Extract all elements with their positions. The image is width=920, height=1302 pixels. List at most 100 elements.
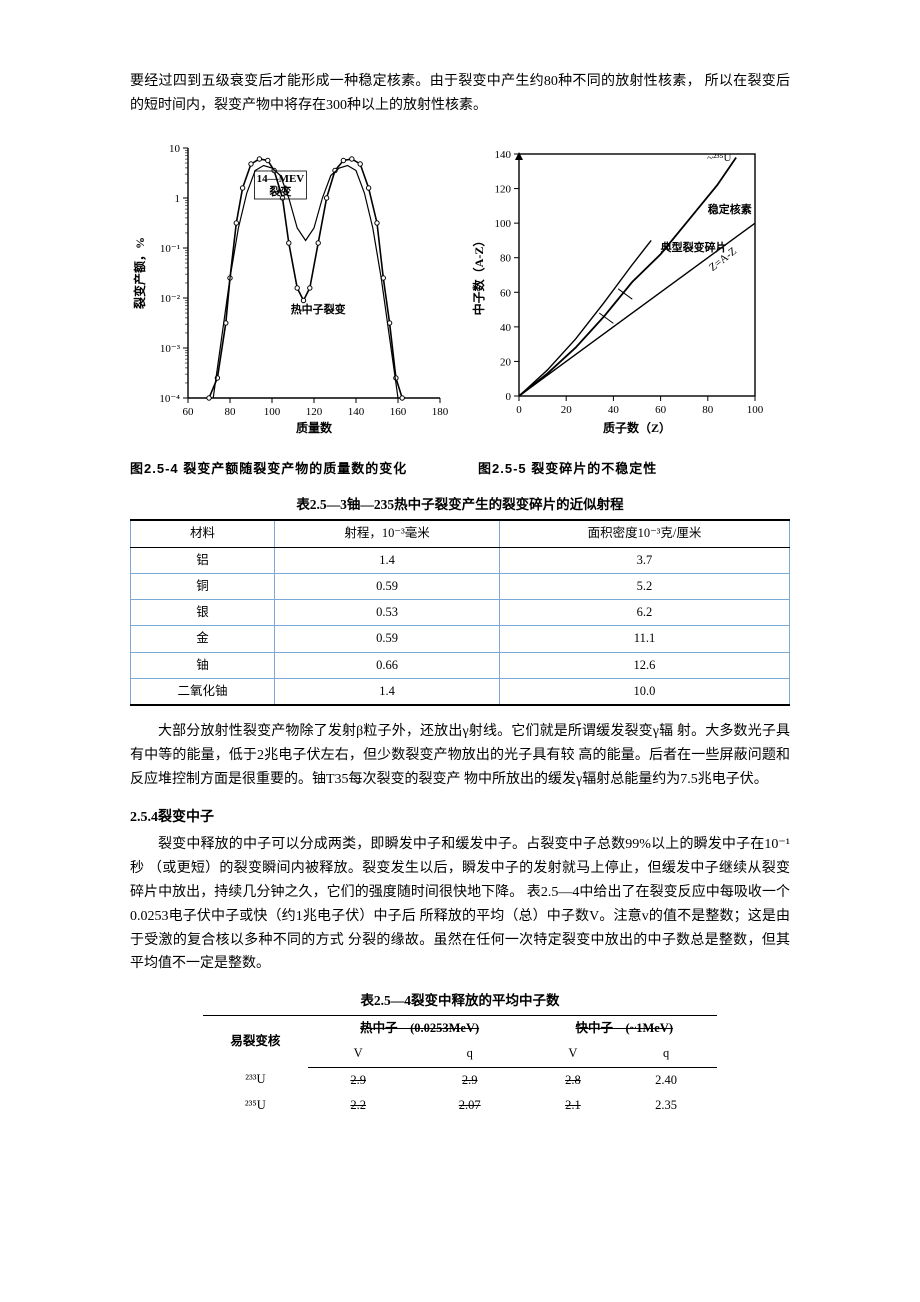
- svg-text:60: 60: [500, 287, 512, 299]
- table1-cell: 0.53: [275, 600, 500, 626]
- table-row: ²³³U2.92.92.82.40: [203, 1067, 718, 1093]
- section-2-5-4-heading: 2.5.4裂变中子: [130, 806, 790, 830]
- svg-text:0: 0: [516, 404, 522, 416]
- svg-text:80: 80: [225, 406, 237, 418]
- t2-cell: 2.2: [308, 1093, 408, 1118]
- table1-header: 材料: [131, 520, 275, 547]
- svg-text:稳定核素: 稳定核素: [708, 201, 752, 215]
- t2-cell: 2.9: [408, 1067, 531, 1093]
- t2-cell: 2.1: [531, 1093, 615, 1118]
- figure-2-5-4: 60 80 100 120 140 160 180 10⁻⁴ 10⁻³ 10⁻² 10⁻¹ 1 10 14…: [130, 138, 451, 447]
- table1-cell: 3.7: [499, 547, 789, 573]
- svg-text:~²³⁵U: ~²³⁵U: [707, 152, 731, 164]
- t2-cell: 2.07: [408, 1093, 531, 1118]
- table-2-5-4-title: 表2.5—4裂变中释放的平均中子数: [130, 990, 790, 1013]
- table-row: 铝1.43.7: [131, 547, 790, 573]
- table-2-5-3-title: 表2.5—3铀—235热中子裂变产生的裂变碎片的近似射程: [130, 494, 790, 517]
- table1-cell: 0.66: [275, 652, 500, 678]
- figure-2-5-4-caption: 图2.5-4 裂变产额随裂变产物的质量数的变化: [130, 458, 442, 480]
- figure-right-cell: 020406080100020406080100120140Z=A-Z~²³⁵U…: [469, 138, 790, 447]
- t2-h2: V: [531, 1041, 615, 1067]
- svg-text:100: 100: [264, 406, 281, 418]
- table1-cell: 1.4: [275, 547, 500, 573]
- svg-text:14—MEV: 14—MEV: [257, 173, 305, 185]
- table1-header: 面积密度10⁻³克/厘米: [499, 520, 789, 547]
- svg-text:80: 80: [702, 404, 714, 416]
- svg-text:裂变产额，%: 裂变产额，%: [132, 237, 147, 310]
- t2-h: 热中子 (0.0253MeV): [308, 1016, 531, 1042]
- t2-h: 快中子 (~1MeV): [531, 1016, 717, 1042]
- table-row: ²³⁵U2.22.072.12.35: [203, 1093, 718, 1118]
- table1-cell: 0.59: [275, 626, 500, 652]
- t2-h2: q: [408, 1041, 531, 1067]
- svg-text:140: 140: [348, 406, 365, 418]
- svg-text:质子数（Z）: 质子数（Z）: [603, 420, 671, 435]
- figure-left-cell: 60 80 100 120 140 160 180 10⁻⁴ 10⁻³ 10⁻² 10⁻¹ 1 10 14…: [130, 138, 451, 447]
- fragment-instability-chart: 020406080100020406080100120140Z=A-Z~²³⁵U…: [469, 138, 769, 438]
- table-2-5-3: 材料射程，10⁻³毫米面积密度10⁻³克/厘米铝1.43.7铜0.595.2银0…: [130, 519, 790, 706]
- svg-text:质量数: 质量数: [296, 420, 333, 435]
- svg-text:40: 40: [608, 404, 620, 416]
- table-row: 金0.5911.1: [131, 626, 790, 652]
- table-2-5-4: 易裂变核热中子 (0.0253MeV)快中子 (~1MeV)VqVq²³³U2.…: [203, 1015, 718, 1118]
- table1-cell: 二氧化铀: [131, 678, 275, 705]
- table-row: 铀0.6612.6: [131, 652, 790, 678]
- svg-text:160: 160: [390, 406, 407, 418]
- table1-cell: 1.4: [275, 678, 500, 705]
- t2-cell: 2.8: [531, 1067, 615, 1093]
- table1-cell: 铜: [131, 573, 275, 599]
- figure-captions-row: 图2.5-4 裂变产额随裂变产物的质量数的变化 图2.5-5 裂变碎片的不稳定性: [130, 452, 790, 480]
- svg-text:40: 40: [500, 321, 512, 333]
- svg-text:20: 20: [500, 356, 512, 368]
- svg-text:10⁻²: 10⁻²: [160, 293, 181, 305]
- table-row: 银0.536.2: [131, 600, 790, 626]
- svg-text:120: 120: [306, 406, 323, 418]
- svg-text:10⁻¹: 10⁻¹: [160, 243, 180, 255]
- t2-cell: ²³⁵U: [203, 1093, 309, 1118]
- svg-text:60: 60: [183, 406, 195, 418]
- svg-text:100: 100: [747, 404, 764, 416]
- table1-cell: 银: [131, 600, 275, 626]
- figure-2-5-5: 020406080100020406080100120140Z=A-Z~²³⁵U…: [469, 138, 790, 447]
- table1-cell: 铝: [131, 547, 275, 573]
- svg-text:60: 60: [655, 404, 667, 416]
- table1-cell: 11.1: [499, 626, 789, 652]
- svg-text:140: 140: [495, 149, 512, 161]
- table1-cell: 铀: [131, 652, 275, 678]
- svg-text:80: 80: [500, 252, 512, 264]
- table1-cell: 12.6: [499, 652, 789, 678]
- svg-text:0: 0: [506, 391, 512, 403]
- fission-neutrons-paragraph: 裂变中释放的中子可以分成两类，即瞬发中子和缓发中子。占裂变中子总数99%以上的瞬…: [130, 833, 790, 976]
- t2-h2: V: [308, 1041, 408, 1067]
- svg-text:裂变: 裂变: [268, 184, 291, 198]
- svg-text:120: 120: [495, 183, 512, 195]
- table1-cell: 6.2: [499, 600, 789, 626]
- figures-row: 60 80 100 120 140 160 180 10⁻⁴ 10⁻³ 10⁻² 10⁻¹ 1 10 14…: [130, 138, 790, 447]
- t2-cell: ²³³U: [203, 1067, 309, 1093]
- table-row: 铜0.595.2: [131, 573, 790, 599]
- svg-text:180: 180: [432, 406, 449, 418]
- t2-cell: 2.35: [615, 1093, 718, 1118]
- table1-cell: 金: [131, 626, 275, 652]
- table1-cell: 0.59: [275, 573, 500, 599]
- t2-cell: 2.9: [308, 1067, 408, 1093]
- fission-yield-chart: 60 80 100 120 140 160 180 10⁻⁴ 10⁻³ 10⁻² 10⁻¹ 1 10 14…: [130, 138, 450, 438]
- table1-cell: 5.2: [499, 573, 789, 599]
- intro-paragraph: 要经过四到五级衰变后才能形成一种稳定核素。由于裂变中产生约80种不同的放射性核素…: [130, 70, 790, 118]
- svg-text:1: 1: [175, 193, 181, 205]
- svg-text:中子数（A-Z）: 中子数（A-Z）: [471, 234, 486, 315]
- delayed-gamma-paragraph: 大部分放射性裂变产物除了发射β粒子外，还放出γ射线。它们就是所谓缓发裂变γ辐 射…: [130, 720, 790, 791]
- table-row: 二氧化铀1.410.0: [131, 678, 790, 705]
- svg-text:热中子裂变: 热中子裂变: [291, 302, 346, 316]
- t2-h: 易裂变核: [203, 1016, 309, 1068]
- svg-text:10⁻³: 10⁻³: [160, 343, 181, 355]
- t2-cell: 2.40: [615, 1067, 718, 1093]
- svg-text:100: 100: [495, 218, 512, 230]
- figure-2-5-5-caption: 图2.5-5 裂变碎片的不稳定性: [460, 458, 790, 480]
- svg-text:20: 20: [561, 404, 573, 416]
- t2-h2: q: [615, 1041, 718, 1067]
- svg-text:10⁻⁴: 10⁻⁴: [159, 393, 180, 405]
- svg-text:典型裂变碎片: 典型裂变碎片: [661, 239, 727, 253]
- table1-header: 射程，10⁻³毫米: [275, 520, 500, 547]
- svg-text:10: 10: [169, 143, 181, 155]
